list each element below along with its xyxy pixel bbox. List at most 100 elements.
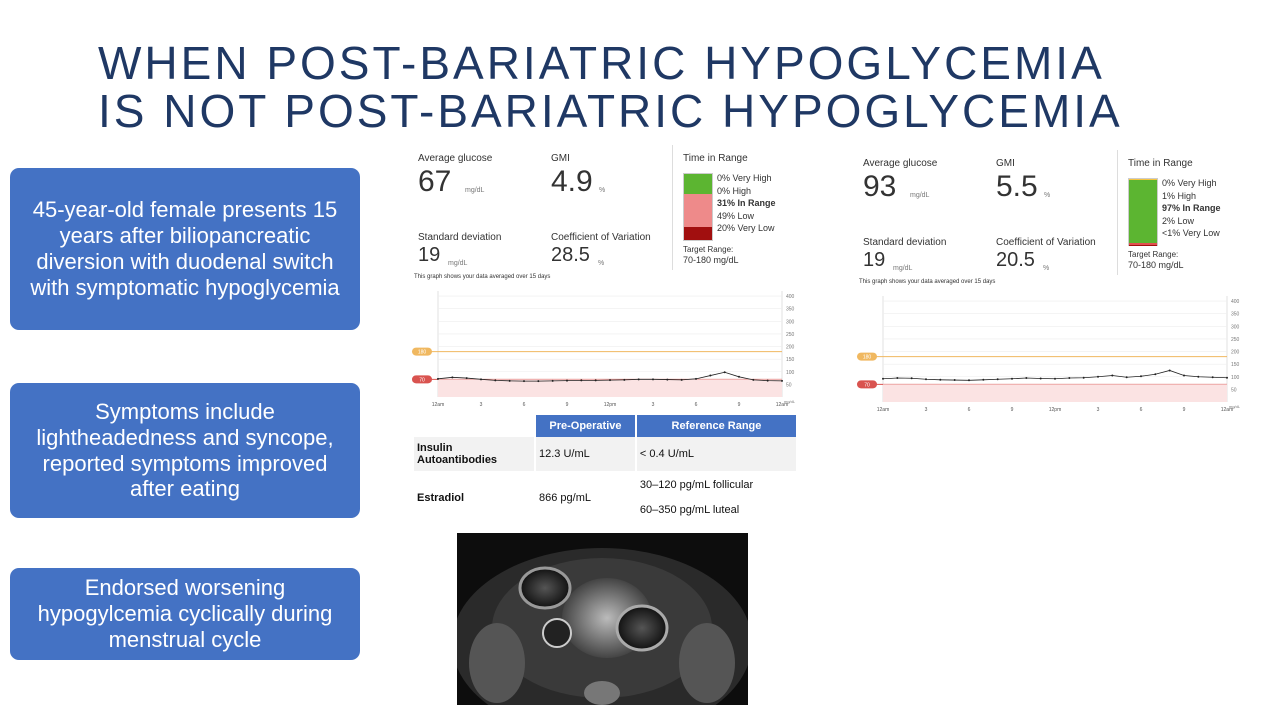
y-tick-label: 100 <box>786 370 795 376</box>
x-tick-label: 3 <box>480 402 483 408</box>
y-tick-label: 400 <box>786 294 795 300</box>
y-tick-label: 50 <box>1231 387 1237 393</box>
x-tick-label: 12am <box>776 402 789 408</box>
glucose-graph: 50 100 150 200 250 300 350 400 mg/dL 180 70 12am 3 6 9… <box>857 296 1241 413</box>
trace-point <box>437 377 439 380</box>
metric-unit: mg/dL <box>448 260 468 267</box>
trace-point <box>1011 377 1013 380</box>
tir-segment <box>1129 179 1157 244</box>
header-cell: Pre-Operative <box>536 415 635 437</box>
header-cell: Reference Range <box>636 415 796 437</box>
x-tick-label: 12am <box>432 402 445 408</box>
metric-label: GMI <box>996 158 1015 169</box>
glucose-graph: 50 100 150 200 250 300 350 400 mg/dL 180 70 12am 3 6 9… <box>412 291 796 408</box>
trace-point <box>982 378 985 381</box>
low-band <box>883 384 1227 402</box>
y-tick-label: 200 <box>1231 350 1240 356</box>
trace-point <box>1068 377 1071 380</box>
trace-point <box>896 377 899 380</box>
trace-point <box>1197 375 1200 378</box>
title-line: IS NOT POST-BARIATRIC HYPOGLYCEMIA <box>98 85 1123 137</box>
tir-label: <1% Very Low <box>1162 228 1220 238</box>
info-box: Symptoms include lightheadedness and syn… <box>10 383 360 518</box>
x-tick-label: 3 <box>1097 407 1100 413</box>
x-tick-label: 9 <box>566 402 569 408</box>
cell-line: 30–120 pg/mL follicular <box>639 479 754 491</box>
x-tick-label: 6 <box>695 402 698 408</box>
cell: 12.3 U/mL <box>536 437 635 471</box>
trace-point <box>925 378 927 381</box>
trace-point <box>1039 377 1042 380</box>
cell-line: 60–350 pg/mL luteal <box>639 504 740 516</box>
trace-point <box>968 379 970 382</box>
tir-label: 0% Very High <box>717 173 772 183</box>
cell: 866 pg/mL <box>536 471 635 525</box>
cell: Insulin Autoantibodies <box>414 437 534 471</box>
tir-title: Time in Range <box>683 153 748 164</box>
y-tick-label: 350 <box>1231 312 1240 318</box>
metric-value: 67 <box>418 165 452 198</box>
trace-point <box>680 378 683 381</box>
target-range: 70-180 mg/dL <box>1128 260 1184 270</box>
metric-label: GMI <box>551 153 570 164</box>
info-box: Endorsed worsening hypogylcemia cyclical… <box>10 568 360 660</box>
trace-point <box>609 379 611 382</box>
trace-point <box>1140 375 1142 378</box>
metric-unit: mg/dL <box>910 192 930 199</box>
graph-note: This graph shows your data averaged over… <box>859 279 996 285</box>
cgm-report: Average glucose 67 mg/dL GMI 4.9% Standard de… <box>410 145 855 410</box>
x-tick-label: 9 <box>738 402 741 408</box>
metric-value: 19 <box>418 244 441 266</box>
trace-point <box>480 378 482 381</box>
x-tick-label: 6 <box>523 402 526 408</box>
graph-note: This graph shows your data averaged over… <box>414 274 551 280</box>
trace-point <box>465 377 468 380</box>
trace-point <box>1097 375 1099 378</box>
y-tick-label: 150 <box>1231 362 1240 368</box>
x-tick-label: 12am <box>1221 407 1234 413</box>
target-range: 70-180 mg/dL <box>683 255 739 265</box>
trace-point <box>523 380 525 383</box>
y-unit: mg/dL <box>1229 404 1241 409</box>
tir-label: 2% Low <box>1162 215 1195 226</box>
x-tick-label: 3 <box>652 402 655 408</box>
x-tick-label: 12am <box>877 407 890 413</box>
trace-point <box>652 378 654 381</box>
x-tick-label: 6 <box>1140 407 1143 413</box>
y-unit: mg/dL <box>784 399 796 404</box>
tir-segment <box>1129 243 1157 245</box>
metric-label: Coefficient of Variation <box>551 232 651 243</box>
metric-value: 5.5 <box>996 170 1038 203</box>
trace-point <box>939 378 942 381</box>
tir-label: 20% Very Low <box>717 223 775 233</box>
y-tick-label: 100 <box>1231 375 1240 381</box>
trace-point <box>1168 369 1171 372</box>
trace-point <box>1054 377 1056 380</box>
tir-title: Time in Range <box>1128 158 1193 169</box>
tir-bar <box>683 173 713 241</box>
y-tick-label: 150 <box>786 357 795 363</box>
x-tick-label: 9 <box>1183 407 1186 413</box>
trace-point <box>752 378 755 381</box>
trace-point <box>451 376 454 379</box>
trace-point <box>594 379 597 382</box>
y-tick-label: 250 <box>1231 337 1240 343</box>
trace-point <box>623 378 626 381</box>
low-band <box>438 379 782 397</box>
trace-point <box>709 374 712 377</box>
metric-value: 19 <box>863 249 886 271</box>
y-tick-label: 50 <box>786 382 792 388</box>
target-pill <box>412 347 432 356</box>
info-box: 45-year-old female presents 15 years aft… <box>10 168 360 330</box>
trace-point <box>1025 377 1028 380</box>
metric-label: Standard deviation <box>863 237 947 248</box>
trace-point <box>1154 373 1157 376</box>
target-pill <box>412 375 432 384</box>
title-line: WHEN POST-BARIATRIC HYPOGLYCEMIA <box>98 37 1105 89</box>
mri-image <box>457 533 748 705</box>
trace-point <box>738 375 740 378</box>
tir-segment <box>1129 179 1157 180</box>
metric-label: Average glucose <box>863 158 938 169</box>
tir-label: 49% Low <box>717 210 755 221</box>
